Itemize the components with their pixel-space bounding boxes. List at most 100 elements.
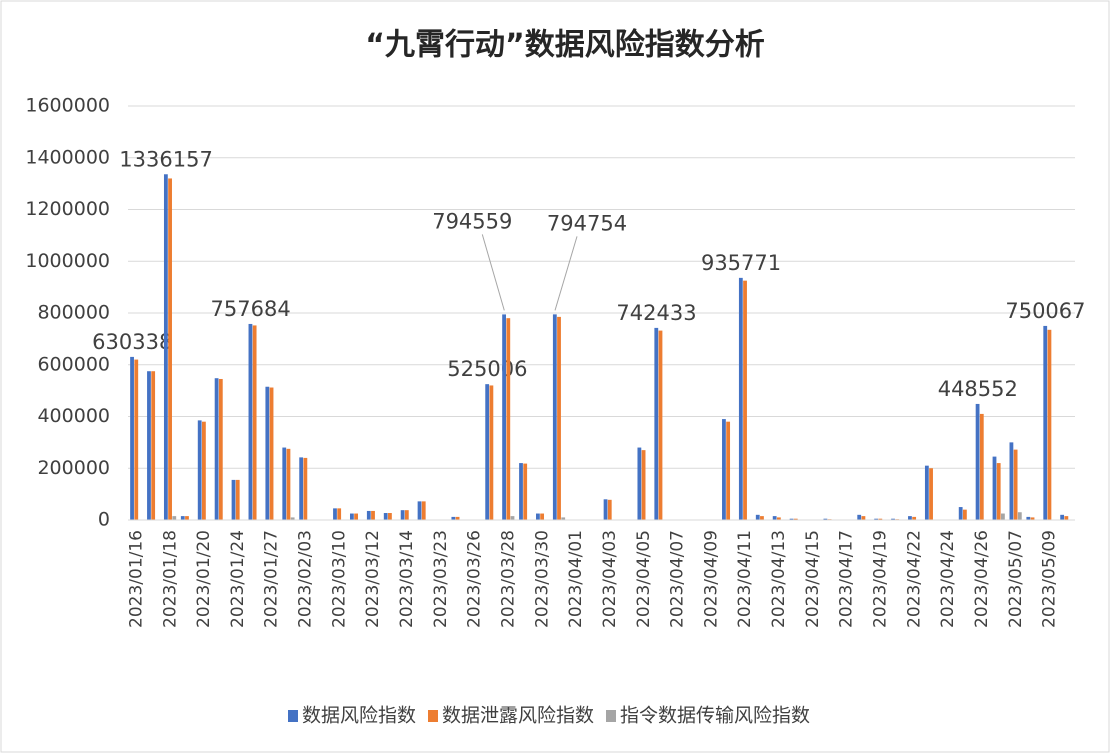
bar bbox=[793, 518, 798, 520]
bar bbox=[248, 323, 253, 520]
y-tick-label: 1600000 bbox=[25, 95, 110, 117]
bar bbox=[235, 479, 240, 520]
bar bbox=[510, 516, 515, 520]
bar bbox=[252, 325, 257, 520]
legend-label: 指令数据传输风险指数 bbox=[620, 705, 810, 727]
bar bbox=[738, 277, 743, 520]
data-label: 794559 bbox=[432, 209, 512, 233]
leader-line bbox=[481, 234, 505, 311]
bar bbox=[654, 327, 659, 520]
x-tick-label: 2023/01/27 bbox=[262, 530, 282, 628]
x-tick-label: 2023/05/09 bbox=[1040, 530, 1060, 628]
x-tick-label: 2023/04/15 bbox=[803, 530, 823, 628]
bar bbox=[1060, 514, 1065, 520]
bar bbox=[147, 371, 151, 520]
data-label: 935771 bbox=[701, 251, 781, 275]
x-tick-label: 2023/03/23 bbox=[431, 530, 451, 628]
bar bbox=[561, 517, 566, 520]
bar bbox=[536, 513, 540, 520]
x-tick-label: 2023/03/26 bbox=[465, 530, 485, 628]
bar bbox=[489, 385, 494, 520]
bar bbox=[789, 518, 794, 520]
bar bbox=[172, 516, 177, 520]
bar bbox=[637, 447, 642, 520]
bar bbox=[857, 514, 862, 520]
bar bbox=[607, 499, 612, 520]
bar bbox=[201, 421, 206, 520]
x-tick-label: 2023/04/22 bbox=[904, 530, 924, 628]
bar bbox=[299, 457, 304, 520]
bar bbox=[290, 517, 295, 520]
bar bbox=[603, 499, 608, 520]
bar bbox=[455, 516, 460, 520]
bar bbox=[231, 479, 236, 520]
bar bbox=[962, 509, 967, 520]
bar bbox=[354, 513, 358, 520]
bar bbox=[366, 510, 371, 520]
bar bbox=[168, 178, 172, 520]
bar bbox=[404, 510, 409, 520]
legend-swatch bbox=[288, 710, 298, 722]
chart-title: “九霄行动”数据风险指数分析 bbox=[365, 28, 764, 63]
bar bbox=[760, 516, 764, 520]
y-tick-label: 1000000 bbox=[25, 250, 110, 272]
x-tick-label: 2023/01/20 bbox=[194, 530, 214, 628]
bar bbox=[743, 280, 747, 520]
bar bbox=[776, 517, 781, 520]
bar bbox=[552, 314, 557, 520]
bar bbox=[421, 501, 426, 520]
bar bbox=[1009, 442, 1014, 520]
bar bbox=[265, 386, 270, 520]
bar bbox=[979, 413, 984, 520]
data-label: 525006 bbox=[447, 357, 527, 381]
y-tick-label: 200000 bbox=[37, 457, 110, 479]
legend-label: 数据泄露风险指数 bbox=[442, 705, 594, 727]
leader-line bbox=[554, 236, 578, 311]
x-tick-label: 2023/04/26 bbox=[972, 530, 992, 628]
bar bbox=[975, 403, 980, 520]
x-tick-label: 2023/01/16 bbox=[126, 530, 146, 628]
x-tick-label: 2023/04/13 bbox=[769, 530, 789, 628]
legend-label: 数据风险指数 bbox=[302, 705, 416, 727]
legend-swatch bbox=[606, 710, 616, 722]
bar bbox=[1047, 329, 1052, 520]
x-tick-label: 2023/04/01 bbox=[566, 530, 586, 628]
data-label: 794754 bbox=[547, 211, 627, 235]
bar bbox=[197, 420, 202, 520]
y-tick-label: 1200000 bbox=[25, 198, 110, 220]
bar bbox=[269, 387, 274, 520]
x-tick-label: 2023/01/24 bbox=[228, 530, 248, 628]
bar bbox=[303, 457, 308, 520]
bar bbox=[506, 318, 511, 520]
bar bbox=[658, 330, 663, 520]
bar bbox=[523, 463, 528, 520]
bar bbox=[485, 384, 490, 520]
x-tick-label: 2023/02/03 bbox=[296, 530, 316, 628]
bar bbox=[349, 513, 354, 520]
bar bbox=[151, 371, 156, 520]
bar bbox=[451, 516, 456, 520]
data-label: 750067 bbox=[1005, 299, 1085, 323]
x-tick-label: 2023/04/19 bbox=[871, 530, 891, 628]
legend-swatch bbox=[428, 710, 438, 722]
data-label: 757684 bbox=[211, 297, 291, 321]
x-tick-label: 2023/05/07 bbox=[1006, 530, 1026, 628]
x-tick-label: 2023/01/18 bbox=[160, 530, 180, 628]
bar bbox=[557, 316, 561, 520]
bar bbox=[400, 510, 405, 520]
bar bbox=[755, 514, 760, 520]
bar bbox=[282, 447, 287, 520]
x-tick-label: 2023/04/11 bbox=[735, 530, 755, 628]
bar bbox=[891, 518, 895, 520]
y-tick-label: 800000 bbox=[37, 302, 110, 324]
x-tick-label: 2023/03/30 bbox=[532, 530, 552, 628]
bar bbox=[214, 378, 219, 520]
y-tick-label: 1400000 bbox=[25, 146, 110, 168]
bar bbox=[502, 314, 506, 520]
x-tick-label: 2023/04/09 bbox=[701, 530, 721, 628]
bar bbox=[163, 174, 168, 520]
x-tick-label: 2023/03/14 bbox=[397, 530, 417, 628]
bar bbox=[1043, 325, 1048, 520]
bar bbox=[333, 508, 337, 520]
bar bbox=[1030, 517, 1035, 520]
